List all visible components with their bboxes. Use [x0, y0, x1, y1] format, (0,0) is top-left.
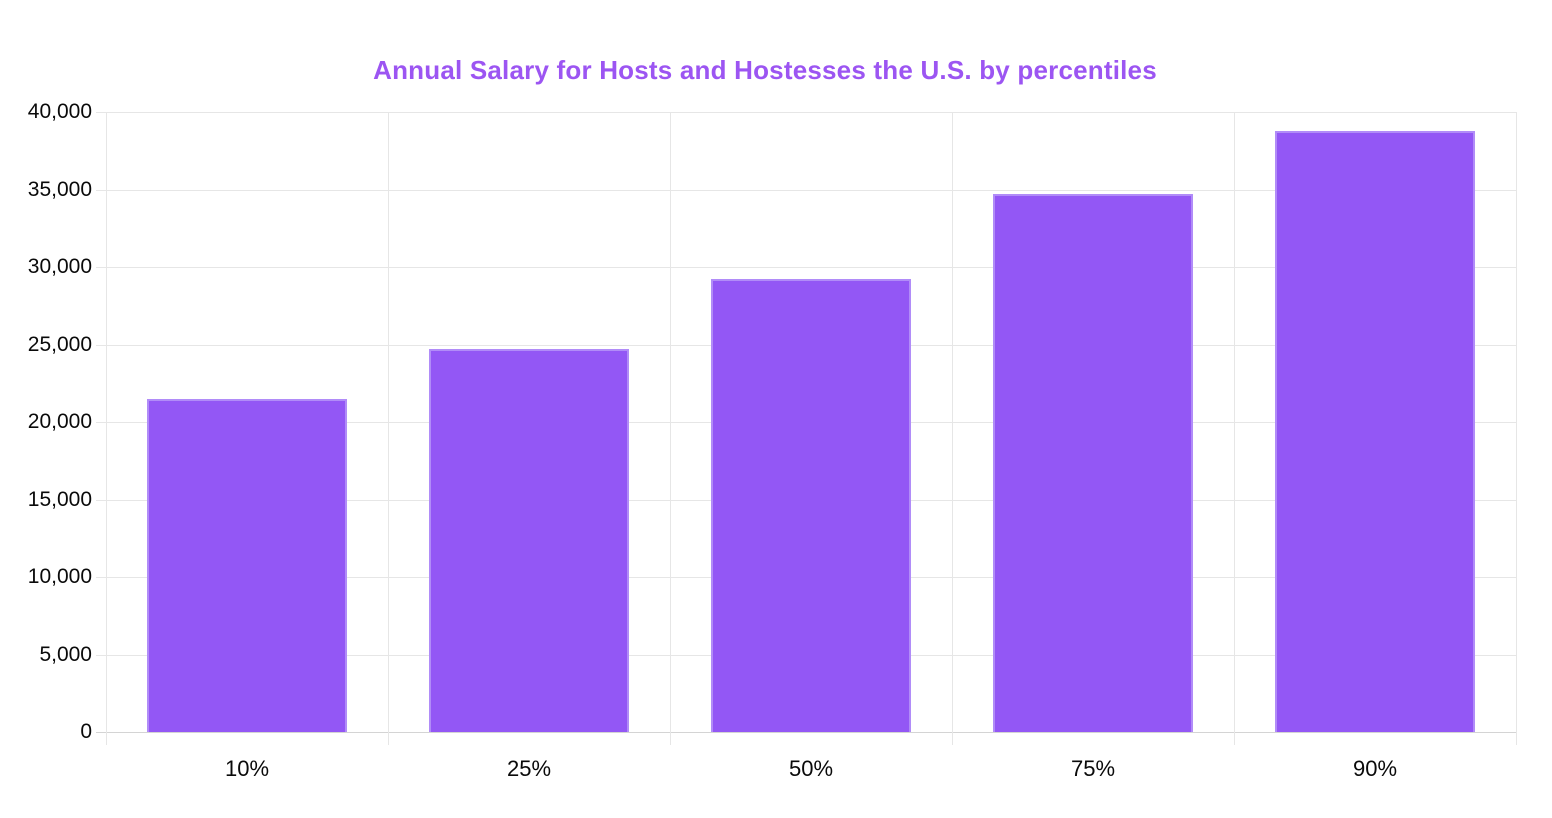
y-gridline — [96, 189, 1516, 191]
chart-title: Annual Salary for Hosts and Hostesses th… — [373, 55, 1157, 85]
y-tick-label: 5,000 — [39, 642, 92, 666]
x-tick-label: 75% — [1070, 756, 1116, 781]
y-tick-label: 35,000 — [27, 177, 92, 201]
y-tick-label: 25,000 — [27, 332, 92, 356]
y-gridline — [96, 267, 1516, 268]
bar-25pct — [429, 349, 629, 732]
x-gridline — [670, 112, 671, 745]
plot-area: 0 5,000 10,000 15,000 20,000 25,000 30,000 35,0… — [28, 100, 1517, 781]
bar-50pct — [711, 279, 911, 732]
x-gridline — [1516, 112, 1517, 745]
y-tick-label: 30,000 — [27, 255, 92, 278]
x-tick-label: 50% — [788, 756, 834, 781]
y-tick-label: 10,000 — [27, 565, 92, 588]
bar-75pct — [993, 194, 1193, 732]
x-tick-label: 90% — [1352, 756, 1398, 781]
y-tick-label: 20,000 — [27, 410, 92, 433]
y-tick-label: 15,000 — [27, 487, 92, 511]
x-gridline — [1234, 112, 1235, 745]
x-gridline — [106, 112, 107, 745]
y-tick-label: 40,000 — [27, 100, 92, 123]
x-tick-label: 10% — [224, 756, 270, 781]
bar-10pct — [147, 398, 347, 732]
x-gridline — [388, 112, 389, 745]
x-tick-label: 25% — [506, 756, 552, 781]
x-axis-baseline — [96, 732, 1516, 733]
y-gridline — [96, 112, 1516, 113]
bar-90pct — [1275, 130, 1475, 732]
x-gridline — [952, 112, 953, 745]
y-tick-label: 0 — [80, 720, 92, 743]
